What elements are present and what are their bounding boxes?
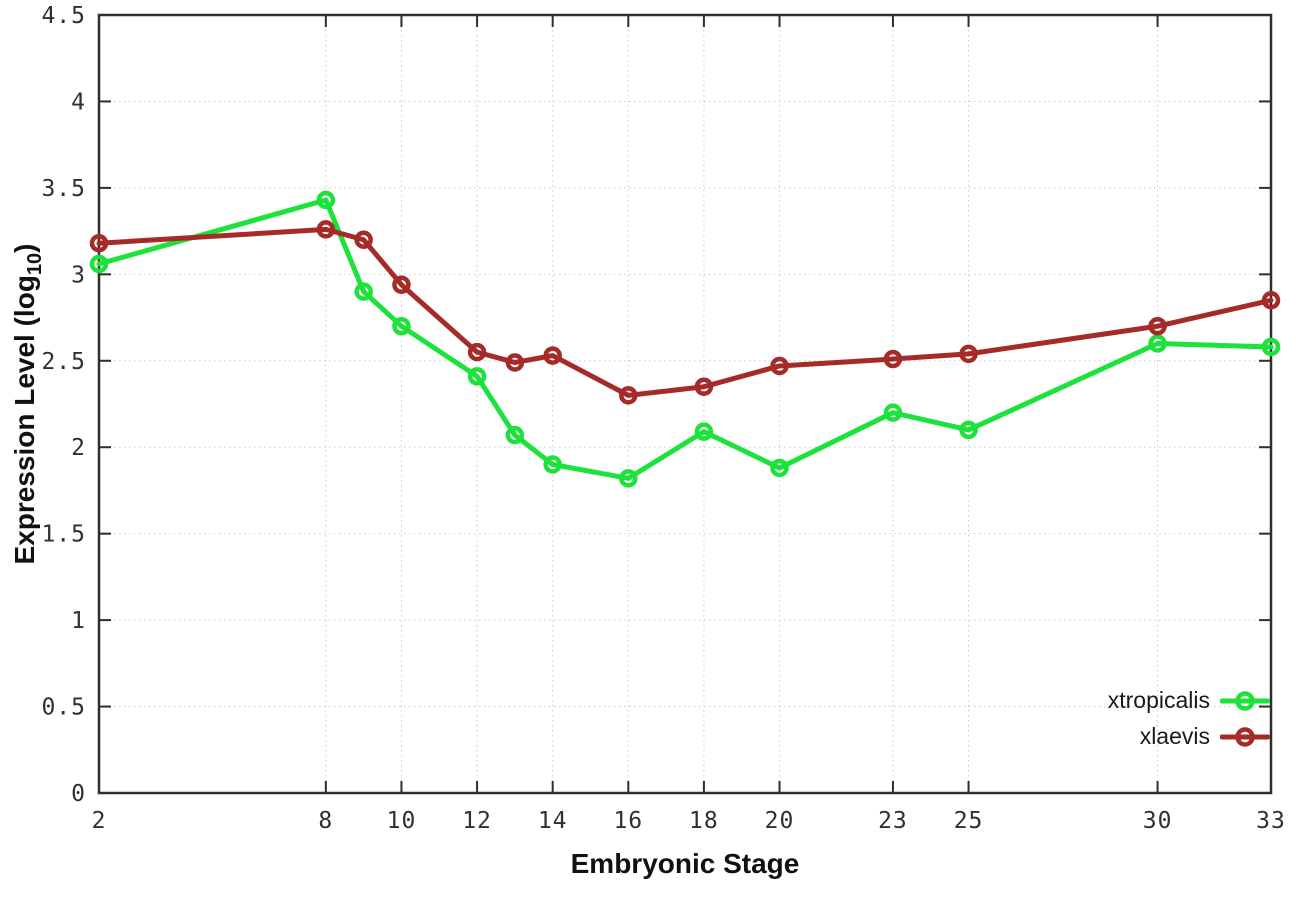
data-point-xtropicalis <box>316 190 336 210</box>
data-point-xtropicalis <box>89 254 109 274</box>
data-point-xtropicalis <box>883 403 903 422</box>
data-point-xtropicalis <box>1148 334 1167 353</box>
data-point-xlaevis <box>354 230 373 250</box>
data-point-xtropicalis <box>770 458 789 478</box>
x-tick-label: 2 <box>92 808 107 834</box>
data-point-xlaevis <box>467 342 487 362</box>
y-axis-title-subscript: 10 <box>23 252 46 276</box>
x-tick-label: 12 <box>462 808 492 834</box>
data-point-xlaevis <box>770 356 789 376</box>
data-point-xtropicalis <box>959 420 978 440</box>
y-tick-label: 4.5 <box>41 3 86 29</box>
x-tick-label: 30 <box>1143 808 1173 834</box>
legend-label-xlaevis: xlaevis <box>1139 723 1210 749</box>
data-point-xlaevis <box>619 386 638 405</box>
y-axis-title-suffix: ) <box>9 243 41 253</box>
data-point-xlaevis <box>392 275 411 294</box>
data-point-xlaevis <box>1148 316 1167 336</box>
data-point-xlaevis <box>1261 291 1281 310</box>
data-point-xlaevis <box>694 377 714 396</box>
data-point-xlaevis <box>543 346 562 365</box>
data-point-xtropicalis <box>619 469 638 488</box>
data-point-xtropicalis <box>392 316 411 336</box>
x-tick-label: 8 <box>318 808 333 834</box>
x-tick-label: 33 <box>1256 808 1286 834</box>
data-point-xtropicalis <box>694 422 714 441</box>
x-tick-label: 18 <box>689 808 719 834</box>
y-tick-label: 0.5 <box>41 695 86 721</box>
x-axis-title: Embryonic Stage <box>570 848 800 879</box>
x-tick-label: 23 <box>878 808 908 834</box>
plot-border <box>97 13 1273 795</box>
data-point-xtropicalis <box>354 282 373 301</box>
x-tick-label: 16 <box>613 808 643 834</box>
y-tick-label: 3.5 <box>41 176 86 202</box>
y-axis-title-text: Expression Level (log <box>9 275 41 565</box>
y-tick-label: 1.5 <box>41 522 86 548</box>
x-tick-label: 20 <box>765 808 795 834</box>
grid-lines <box>99 15 1271 793</box>
legend-marker-xtropicalis-icon <box>1220 690 1270 711</box>
legend-marker-xlaevis-icon <box>1220 726 1270 747</box>
legend-label-xtropicalis: xtropicalis <box>1107 687 1210 713</box>
x-tick-label: 10 <box>387 808 417 834</box>
y-tick-label: 4 <box>71 89 86 115</box>
series-line-xtropicalis <box>96 197 1274 481</box>
data-point-xtropicalis <box>1261 337 1281 357</box>
data-point-xtropicalis <box>467 367 487 386</box>
data-point-xlaevis <box>89 233 109 253</box>
data-point-xlaevis <box>505 353 525 372</box>
axis-ticks <box>98 14 1272 794</box>
data-point-xlaevis <box>959 344 978 364</box>
legend-entry-xtropicalis: xtropicalis <box>1108 684 1270 717</box>
series-line-xlaevis <box>96 226 1274 398</box>
series-xtropicalis <box>89 190 1281 488</box>
x-tick-label: 14 <box>538 808 568 834</box>
y-tick-label: 2.5 <box>41 349 86 375</box>
y-tick-label: 1 <box>71 608 86 634</box>
legend-entry-xlaevis: xlaevis <box>1108 720 1270 753</box>
tick-labels: 2 8 10 12 14 16 18 20 23 25 30 33 0 0.5 1 1.5 2 2.5 3 3.5 4 4… <box>41 3 1286 834</box>
data-point-xlaevis <box>316 220 336 239</box>
x-tick-label: 25 <box>954 808 984 834</box>
y-tick-label: 0 <box>71 781 86 807</box>
y-tick-label: 2 <box>71 435 86 461</box>
legend: xtropicalis xlaevis <box>1108 684 1270 753</box>
series-xlaevis <box>89 220 1281 405</box>
data-point-xtropicalis <box>505 425 525 445</box>
data-point-xtropicalis <box>543 455 562 474</box>
data-point-xlaevis <box>883 349 903 369</box>
y-tick-label: 3 <box>71 262 86 288</box>
y-axis-title: Expression Level (log10) <box>9 244 47 565</box>
